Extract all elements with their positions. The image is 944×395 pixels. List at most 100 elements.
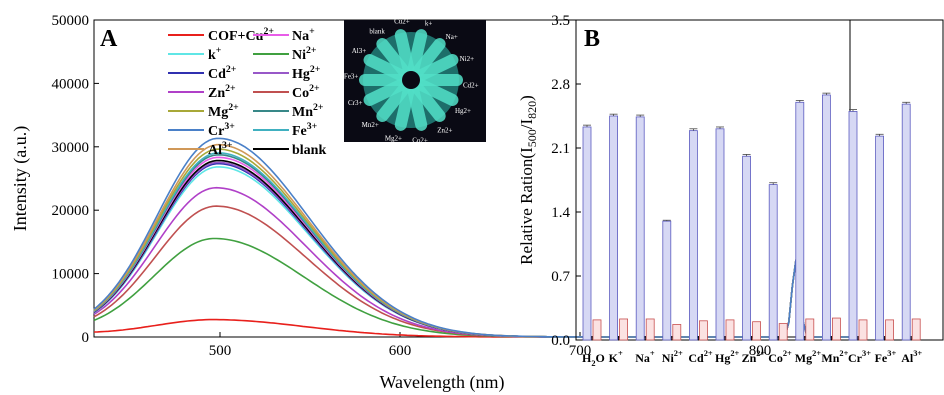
inset-tube <box>363 54 409 83</box>
x-tick-label: Mn2+ <box>821 349 848 365</box>
x-tick-label: Zn2+ <box>742 349 766 365</box>
legend-label: COF+Cu2+ <box>208 26 274 44</box>
bar-ratio-high <box>635 116 645 341</box>
legend-label: Cr3+ <box>208 121 235 139</box>
x-tick-label: Mg2+ <box>795 349 822 365</box>
bar-ratio-low <box>699 320 708 341</box>
bar-ratio-high <box>901 103 911 341</box>
legend-label: k+ <box>208 45 222 63</box>
bar-ratio-high <box>875 135 884 341</box>
bar-ratio-high <box>689 130 698 341</box>
inset-label: Co2+ <box>412 136 428 144</box>
x-tick-label: H2O <box>582 351 605 368</box>
legend-label: Ni2+ <box>292 45 317 63</box>
y-tick-label: 3.5 <box>551 13 570 29</box>
series-line <box>93 205 850 338</box>
inset-tube <box>376 38 412 79</box>
series-line <box>93 137 850 338</box>
y-tick-label: 0.7 <box>551 269 570 285</box>
bar-ratio-high <box>715 128 725 341</box>
x-tick-label: Na+ <box>635 349 655 365</box>
legend-label: Mg2+ <box>208 102 239 120</box>
series-line <box>93 148 850 338</box>
inset-tube <box>410 38 446 79</box>
bar-ratio-low <box>805 318 815 341</box>
bar-ratio-low <box>911 318 921 341</box>
inset-label: Hg2+ <box>455 107 471 115</box>
inset-tube <box>413 77 459 106</box>
inset-label: Mn2+ <box>362 121 379 129</box>
bar-ratio-low <box>725 319 735 341</box>
inset-label: Fe3+ <box>344 73 359 81</box>
inset-tube <box>413 54 459 83</box>
series-line <box>93 156 850 338</box>
x-tick-label: Fe3+ <box>875 349 897 365</box>
inset-label: Zn2+ <box>437 127 452 135</box>
panel-a-legend: COF+Cu2+k+Cd2+Zn2+Mg2+Cr3+Al3+ Na+Ni2+Hg2… <box>168 26 326 158</box>
bar-ratio-high <box>582 126 592 341</box>
y-tick-label: 2.8 <box>551 77 570 93</box>
inset-label: Na+ <box>446 33 458 41</box>
legend-label: blank <box>292 143 326 158</box>
inset-tube <box>407 29 428 78</box>
bar-ratio-low <box>832 317 841 341</box>
panel-b-ticks: 0.0 0.7 1.4 2.1 2.8 3.5 <box>551 13 581 349</box>
y-tick-label: 0 <box>82 330 90 346</box>
inset-label: Al3+ <box>352 47 367 55</box>
inset-label: blank <box>369 27 385 35</box>
bar-ratio-low <box>858 319 868 341</box>
y-tick-label: 30000 <box>52 140 90 156</box>
x-tick-label: Hg2+ <box>715 349 740 365</box>
panel-a-y-axis-label: Intensity (a.u.) <box>10 126 31 231</box>
bar-ratio-high <box>768 184 778 341</box>
y-tick-label: 1.4 <box>551 205 570 221</box>
y-tick-label: 50000 <box>52 13 90 29</box>
panel-a-chart: 500 600 700 800 0 10000 20000 30000 40000 50000 A… <box>10 13 851 393</box>
inset-label: Cr3+ <box>348 99 363 107</box>
panel-a-x-axis-label: Wavelength (nm) <box>379 372 504 393</box>
legend-label: Mn2+ <box>292 102 324 120</box>
series-line <box>93 186 850 338</box>
panel-b-chart: 0.0 0.7 1.4 2.1 2.8 3.5 H2O K+ Na+ Ni2+ Cd2+ Hg2+ Z… <box>517 13 944 368</box>
inset-tube <box>410 81 446 122</box>
series-line <box>93 152 850 338</box>
inset-photo: blank Cu2+ k+ Na+ Ni2+ Cd2+ Hg2+ Zn2+ Co2+ Mg2+ Mn… <box>344 18 486 144</box>
panel-a-series <box>93 137 850 338</box>
x-tick-label: K+ <box>609 349 623 365</box>
y-tick-label: 0.0 <box>551 333 570 349</box>
bar-ratio-low <box>645 318 655 341</box>
inset-label: Ni2+ <box>460 55 475 63</box>
series-line <box>93 259 850 338</box>
x-tick-label: 600 <box>389 343 412 359</box>
panel-b-letter: B <box>584 26 600 52</box>
bar-ratio-high <box>662 220 672 341</box>
inset-tube <box>394 29 415 78</box>
x-tick-label: 800 <box>749 343 772 359</box>
y-tick-label: 2.1 <box>551 141 570 157</box>
x-tick-label: Co2+ <box>768 349 792 365</box>
panel-a-letter: A <box>100 26 118 52</box>
y-tick-label: 20000 <box>52 203 90 219</box>
inset-label: Cu2+ <box>394 18 410 26</box>
series-line <box>93 166 850 338</box>
series-line <box>93 143 850 338</box>
legend-label: Cd2+ <box>208 64 237 82</box>
legend-label: Fe3+ <box>292 121 318 139</box>
legend-label: Hg2+ <box>292 64 321 82</box>
x-tick-label: 700 <box>569 343 592 359</box>
bar-ratio-low <box>778 323 788 341</box>
bar-ratio-low <box>619 318 628 341</box>
x-tick-label: 500 <box>209 343 232 359</box>
x-tick-label: Cr3+ <box>848 349 871 365</box>
y-axis-label-text: Relative Ration(I500/I820) <box>517 95 539 265</box>
inset-tube <box>363 77 409 106</box>
x-tick-label: Cd2+ <box>688 349 713 365</box>
legend-label: Al3+ <box>208 140 233 158</box>
inset-label: Mg2+ <box>385 134 402 142</box>
bar-ratio-low <box>672 324 682 341</box>
bar-ratio-low <box>885 319 894 341</box>
series-line <box>93 159 850 338</box>
inset-tube <box>394 82 415 131</box>
inset-label: Cd2+ <box>463 81 479 89</box>
